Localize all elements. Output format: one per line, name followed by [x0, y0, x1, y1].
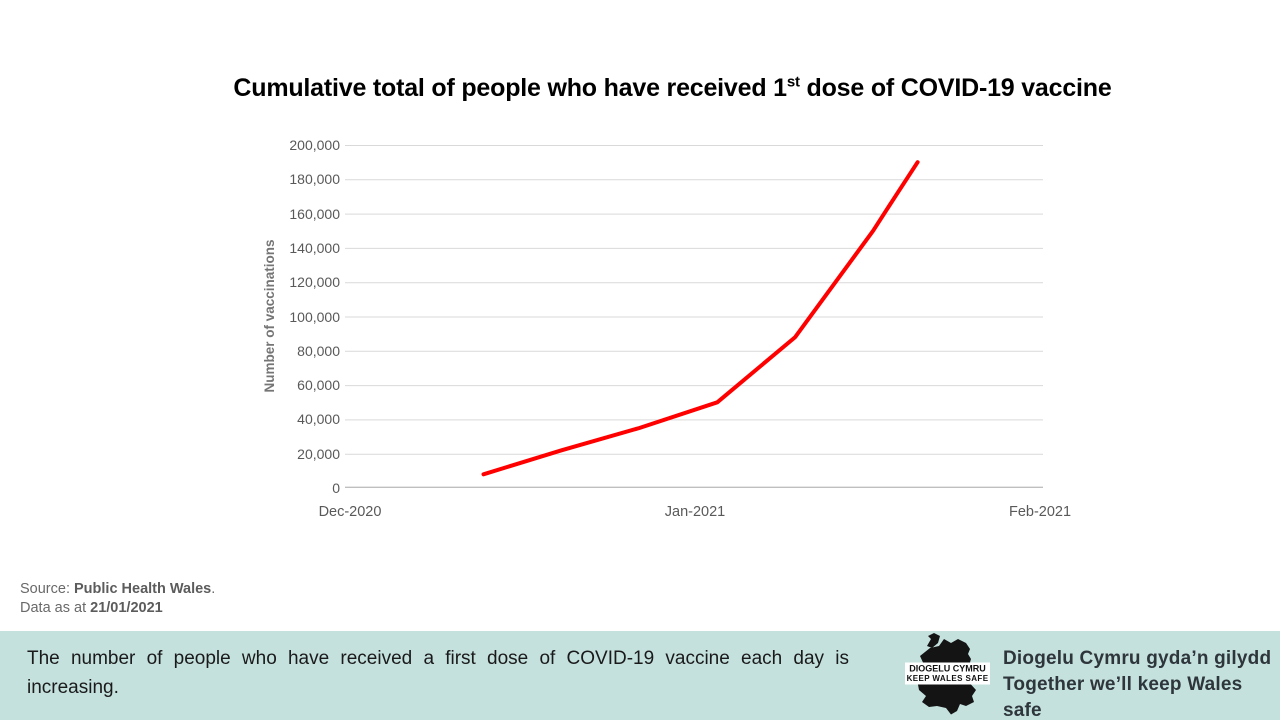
- wales-map-anglesey-icon: [927, 633, 940, 648]
- wales-map-south-icon: [918, 684, 976, 715]
- logo-text-english: KEEP WALES SAFE: [907, 674, 989, 683]
- chart-title-text-end: dose of COVID-19 vaccine: [799, 74, 1112, 102]
- x-tick-label: Feb-2021: [1008, 504, 1072, 520]
- y-tick-label: 180,000: [289, 171, 340, 188]
- y-tick-label: 60,000: [297, 377, 340, 394]
- source-note: Source: Public Health Wales. Data as at …: [20, 580, 215, 618]
- x-tick-label: Jan-2021: [664, 504, 726, 520]
- logo-band: [905, 662, 990, 685]
- y-tick-label: 0: [332, 480, 340, 496]
- data-as-at-line: Data as at 21/01/2021: [20, 599, 215, 618]
- y-tick-label: 200,000: [289, 137, 340, 153]
- chart-title-superscript: st: [786, 73, 800, 91]
- y-tick-label: 100,000: [289, 308, 340, 325]
- key-message: The number of people who have received a…: [27, 644, 849, 702]
- source-name: Public Health Wales: [74, 581, 212, 597]
- tagline-english: Together we’ll keep Wales safe: [1003, 674, 1243, 721]
- keep-wales-safe-logo: DIOGELU CYMRU KEEP WALES SAFE: [905, 633, 990, 715]
- y-tick-label: 80,000: [297, 342, 340, 359]
- line-chart-plot-area: [345, 145, 1043, 488]
- y-tick-label: 20,000: [297, 445, 340, 462]
- chart-title: Cumulative total of people who have rece…: [195, 74, 1150, 103]
- y-tick-label: 140,000: [289, 239, 340, 256]
- source-line: Source: Public Health Wales.: [20, 580, 215, 599]
- y-axis-title: Number of vaccinations: [262, 239, 277, 393]
- y-tick-label: 120,000: [289, 274, 340, 291]
- cumulative-vaccinations-line: [481, 160, 920, 477]
- campaign-tagline: Diogelu Cymru gyda’n gilydd Together we’…: [1003, 646, 1280, 724]
- y-tick-label: 40,000: [297, 411, 340, 428]
- x-tick-label: Dec-2020: [318, 504, 382, 520]
- logo-text-welsh: DIOGELU CYMRU: [909, 664, 986, 674]
- key-message-line-1: The number of people who have received a…: [27, 648, 849, 669]
- data-as-at-date: 21/01/2021: [90, 600, 163, 616]
- source-label: Source:: [20, 581, 74, 597]
- data-as-at-label: Data as at: [20, 600, 91, 616]
- tagline-welsh: Diogelu Cymru gyda’n gilydd: [1003, 648, 1272, 669]
- y-tick-label: 160,000: [289, 205, 340, 222]
- chart-title-text: Cumulative total of people who have rece…: [233, 74, 787, 102]
- footer-banner: The number of people who have received a…: [0, 631, 1280, 721]
- wales-map-north-icon: [920, 639, 971, 663]
- source-period: .: [211, 581, 216, 597]
- key-message-line-2: increasing.: [27, 677, 119, 698]
